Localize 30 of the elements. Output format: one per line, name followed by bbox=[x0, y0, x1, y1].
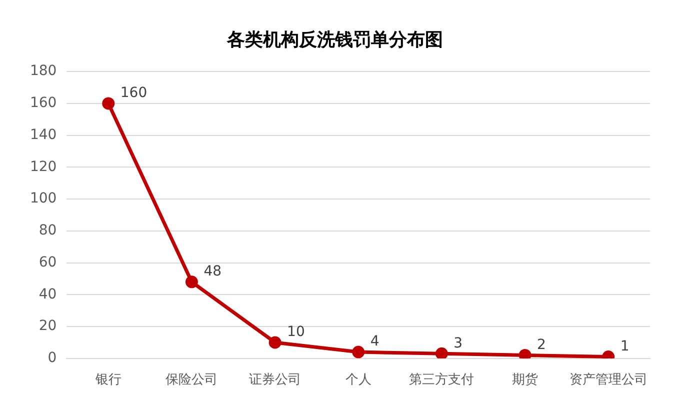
x-tick-label: 证券公司 bbox=[249, 372, 302, 388]
data-label: 4 bbox=[370, 334, 380, 350]
data-label: 2 bbox=[537, 336, 546, 353]
data-label: 160 bbox=[120, 85, 148, 102]
x-tick-label: 第三方支付 bbox=[409, 372, 474, 388]
data-label: 10 bbox=[287, 324, 305, 340]
x-tick-label: 银行 bbox=[94, 372, 122, 388]
data-label: 48 bbox=[204, 264, 222, 280]
y-tick-label: 20 bbox=[38, 318, 57, 334]
y-tick-label: 120 bbox=[30, 158, 57, 175]
point bbox=[435, 347, 448, 358]
y-tick-label: 100 bbox=[30, 190, 57, 207]
y-tick-label: 160 bbox=[30, 95, 57, 112]
y-tick-label: 140 bbox=[30, 126, 57, 143]
point bbox=[352, 346, 365, 358]
point bbox=[268, 336, 282, 349]
x-tick-label: 期货 bbox=[512, 372, 538, 388]
chart-title: 各类机构反洗钱罚单分布图 bbox=[226, 29, 443, 50]
y-tick-label: 60 bbox=[38, 254, 57, 270]
x-tick-label: 资产管理公司 bbox=[569, 372, 648, 388]
y-tick-label: 180 bbox=[30, 63, 57, 80]
data-label: 1 bbox=[620, 338, 630, 354]
point bbox=[185, 276, 198, 288]
x-tick-label: 保险公司 bbox=[166, 372, 218, 388]
y-tick-label: 80 bbox=[38, 222, 57, 239]
y-tick-label: 0 bbox=[48, 350, 57, 366]
x-tick-label: 个人 bbox=[345, 372, 372, 388]
y-tick-label: 40 bbox=[38, 286, 57, 302]
data-label: 3 bbox=[454, 335, 463, 352]
point bbox=[102, 97, 115, 110]
